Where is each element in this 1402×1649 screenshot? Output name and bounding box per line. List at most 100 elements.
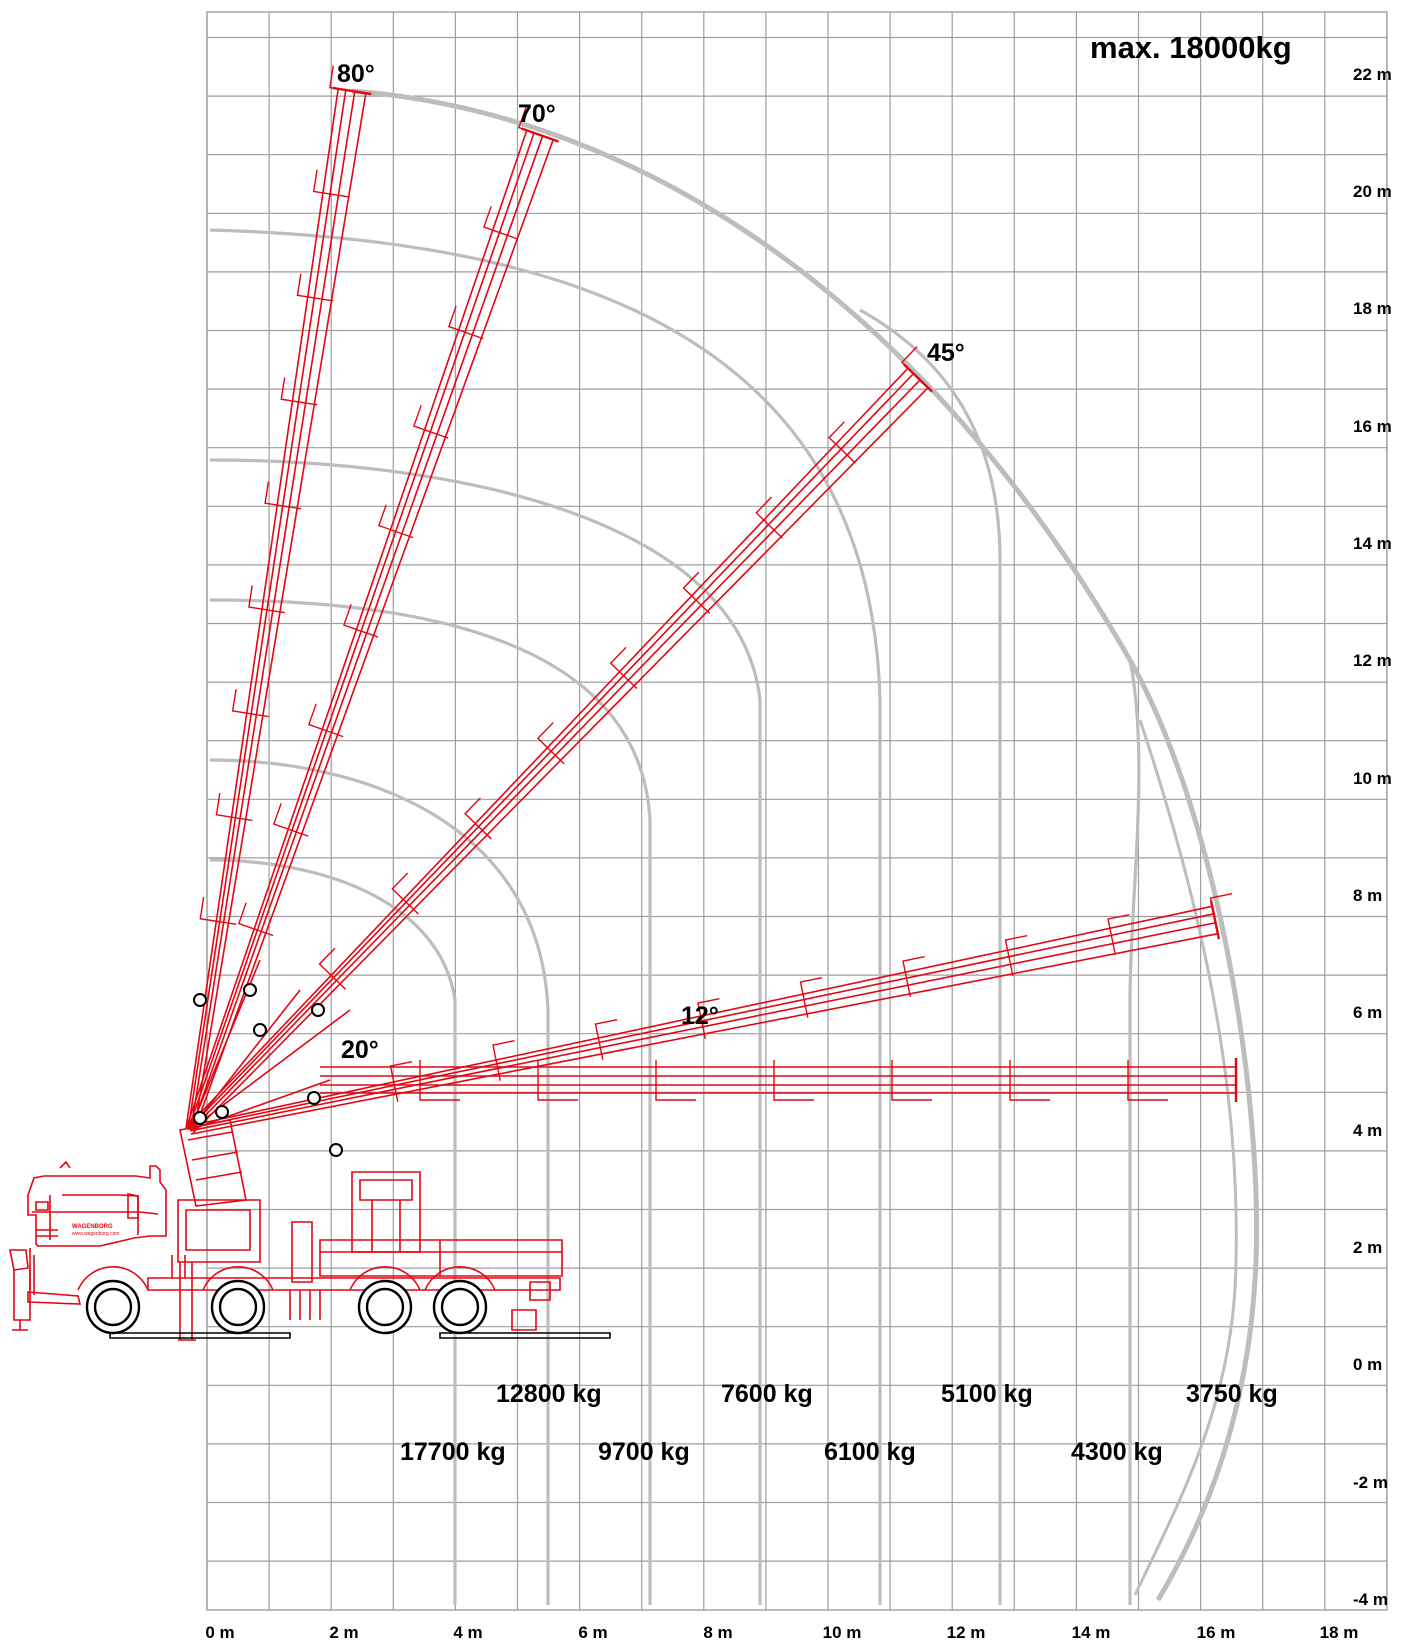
boom-angle-label: 80° — [337, 60, 375, 88]
truck-brand: WAGENBORG — [72, 1224, 113, 1230]
reach-curve — [859, 308, 1002, 1605]
y-tick-label: 14 m — [1353, 534, 1392, 553]
truck-wheels — [85, 1279, 488, 1335]
boom-section-bracket — [891, 1060, 932, 1101]
y-tick-label: 22 m — [1353, 65, 1392, 84]
hydraulic-joint — [329, 1143, 343, 1157]
boom-section-bracket — [697, 997, 720, 1039]
y-axis-tick-labels: 22 m 20 m 18 m 16 m 14 m 12 m 10 m 8 m 6… — [1353, 65, 1392, 1609]
inner-boom-stub — [189, 989, 301, 1131]
hydraulic-joint — [193, 993, 207, 1007]
x-tick-label: 12 m — [947, 1623, 986, 1642]
boom-section-bracket — [377, 504, 414, 539]
boom-angle-label: 12° — [681, 1002, 719, 1030]
boom-section-bracket — [799, 976, 823, 1018]
outer-envelope-curve — [351, 88, 1260, 1602]
y-tick-label: 8 m — [1353, 886, 1382, 905]
load-capacity-label: 5100 kg — [941, 1380, 1033, 1408]
boom-section-bracket — [1107, 913, 1130, 955]
boom-section-bracket — [318, 947, 347, 990]
boom-section-bracket — [280, 377, 318, 406]
boom-section-bracket — [307, 703, 344, 738]
boom-angle-label: 45° — [927, 339, 965, 367]
boom-section-bracket — [655, 1060, 696, 1101]
reach-curve — [209, 228, 882, 1605]
load-capacity-label: 6100 kg — [824, 1438, 916, 1466]
boom-section-bracket — [755, 496, 783, 539]
boom-section-bracket — [773, 1060, 814, 1101]
load-curves — [209, 88, 1260, 1605]
y-tick-label: 6 m — [1353, 1003, 1382, 1022]
hydraulic-joint — [243, 983, 257, 997]
boom-section-bracket — [272, 803, 309, 837]
boom-section-bracket — [389, 1060, 413, 1102]
boom-section-bracket — [342, 604, 379, 638]
boom-tip — [332, 86, 372, 96]
reach-curve — [1128, 659, 1141, 1605]
boom-section-bracket — [391, 872, 419, 915]
reach-curve — [209, 758, 550, 1605]
load-capacity-label: 7600 kg — [721, 1380, 813, 1408]
reach-curve — [209, 598, 652, 1605]
boom-section-bracket — [464, 797, 492, 840]
x-tick-label: 14 m — [1072, 1623, 1111, 1642]
x-tick-label: 16 m — [1197, 1623, 1236, 1642]
boom-section-bracket — [828, 421, 856, 464]
boom-section-bracket — [594, 1018, 618, 1060]
boom-section-bracket — [199, 896, 237, 926]
x-tick-label: 10 m — [823, 1623, 862, 1642]
crane-boom — [185, 65, 372, 1131]
max-capacity-title: max. 18000kg — [1090, 30, 1292, 65]
boom-section-bracket — [215, 793, 253, 822]
boom-section-bracket — [264, 481, 302, 510]
x-axis-tick-labels: 0 m 2 m 4 m 6 m 8 m 10 m 12 m 14 m 16 m … — [205, 1623, 1358, 1642]
crane-boom-horizontal — [320, 1058, 1238, 1102]
boom-section-bracket — [231, 689, 269, 718]
outrigger-pads — [109, 1332, 611, 1339]
y-tick-label: 12 m — [1353, 651, 1392, 670]
reach-curve — [209, 858, 457, 1605]
inner-boom-stub — [189, 1079, 331, 1131]
boom-tip — [521, 127, 559, 143]
boom-section-bracket — [537, 1060, 578, 1101]
x-tick-label: 4 m — [453, 1623, 482, 1642]
y-tick-label: 0 m — [1353, 1355, 1382, 1374]
hydraulic-joint — [307, 1091, 321, 1105]
hydraulic-joint — [193, 1111, 207, 1125]
boom-section-bracket — [248, 585, 285, 614]
boom-section-bracket — [312, 169, 350, 198]
x-tick-label: 0 m — [205, 1623, 234, 1642]
load-capacity-label: 17700 kg — [400, 1438, 506, 1466]
boom-section-bracket — [419, 1060, 460, 1101]
hydraulic-joint — [253, 1023, 267, 1037]
boom-section-bracket — [492, 1039, 515, 1081]
boom-section-bracket — [1127, 1060, 1168, 1101]
crane-booms — [185, 65, 1238, 1157]
envelope-inner-curve — [1133, 719, 1238, 1596]
boom-section-bracket — [1004, 934, 1028, 976]
grid-border — [206, 11, 1388, 1611]
y-tick-label: 18 m — [1353, 299, 1392, 318]
boom-angle-label: 20° — [341, 1036, 379, 1064]
boom-section-bracket — [482, 206, 519, 240]
boom-section-bracket — [412, 405, 449, 439]
y-tick-label: 20 m — [1353, 182, 1392, 201]
y-tick-label: -4 m — [1353, 1590, 1388, 1609]
boom-section-bracket — [536, 722, 565, 765]
boom-angle-label: 70° — [518, 100, 556, 128]
crane-boom — [185, 106, 559, 1132]
truck-website: www.wagenborg.com — [72, 1231, 120, 1237]
y-tick-label: 4 m — [1353, 1121, 1382, 1140]
load-capacity-label: 3750 kg — [1186, 1380, 1278, 1408]
truck — [9, 1119, 563, 1341]
boom-section-bracket — [237, 902, 274, 937]
boom-section-bracket — [902, 955, 925, 997]
y-tick-label: 16 m — [1353, 417, 1392, 436]
x-tick-label: 18 m — [1320, 1623, 1359, 1642]
load-capacity-label: 12800 kg — [496, 1380, 602, 1408]
y-tick-label: -2 m — [1353, 1473, 1388, 1492]
boom-section-bracket — [447, 305, 484, 340]
boom-tip — [903, 363, 933, 393]
y-tick-label: 2 m — [1353, 1238, 1382, 1257]
